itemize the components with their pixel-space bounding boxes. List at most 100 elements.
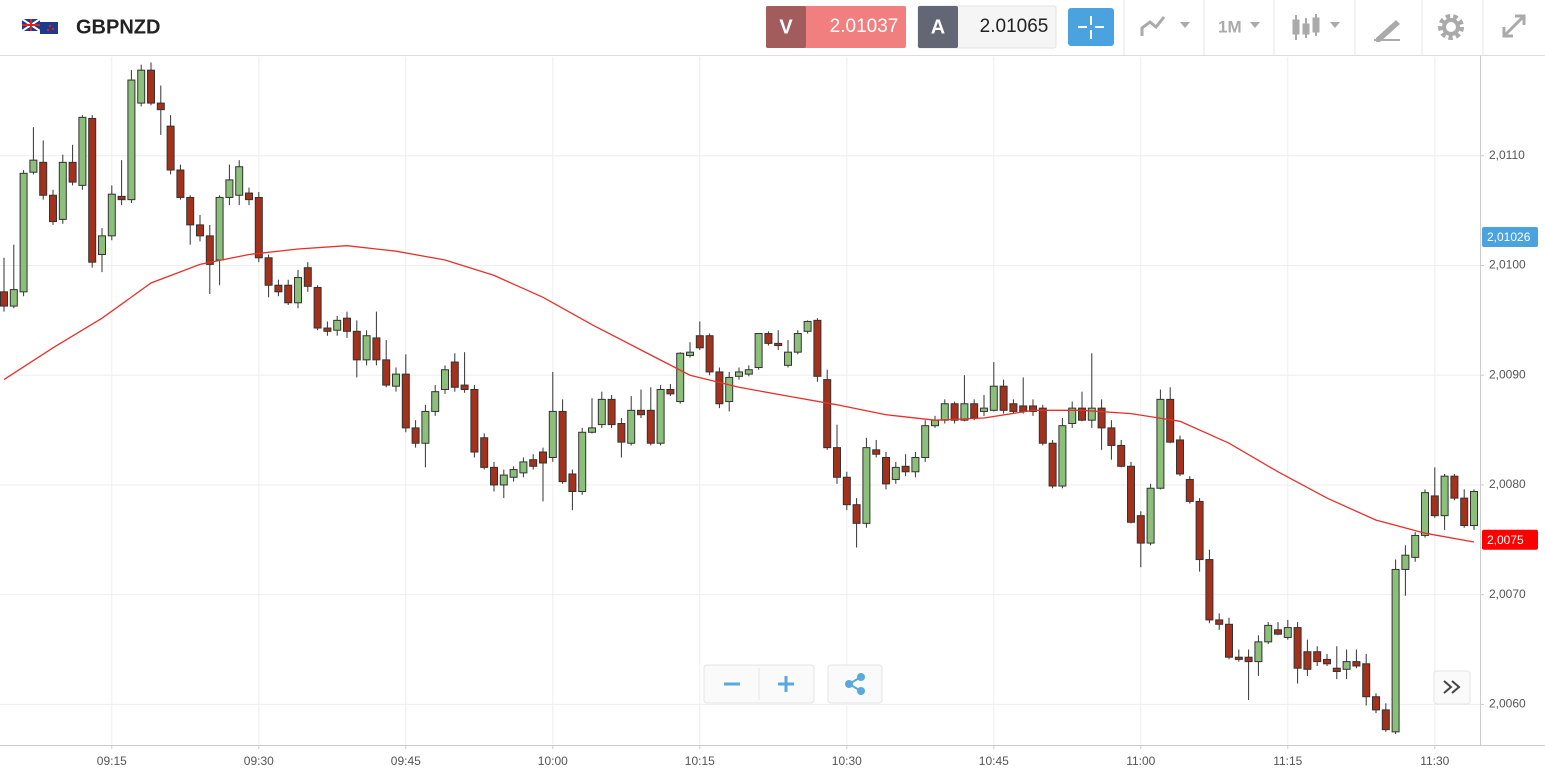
candle-body <box>1107 427 1116 446</box>
candle-body <box>519 461 528 474</box>
candle-body <box>1450 475 1459 499</box>
y-tick-label: 2,0090 <box>1489 367 1526 381</box>
crosshair-button[interactable] <box>1068 8 1114 46</box>
candle-body <box>940 403 949 421</box>
candle-body <box>284 284 293 304</box>
candle-body <box>931 419 939 427</box>
candle-body <box>333 319 342 331</box>
candle-body <box>19 172 28 293</box>
candle-body <box>1185 478 1194 502</box>
candle-body <box>882 457 890 485</box>
zoom-controls <box>703 664 815 704</box>
candle-body <box>1244 656 1253 663</box>
candle-body <box>480 437 489 468</box>
candle-body <box>989 385 998 411</box>
candle-body <box>950 403 959 421</box>
candle-body <box>656 388 665 444</box>
candle-body <box>176 169 185 198</box>
zoom-in[interactable] <box>778 676 794 692</box>
candle-body <box>705 335 714 373</box>
candle-body <box>1097 407 1106 429</box>
candle-body <box>1087 407 1096 421</box>
candle-body <box>107 193 116 237</box>
candle-body <box>68 161 77 183</box>
candle-body <box>833 447 841 478</box>
candle-body <box>1430 495 1439 517</box>
candle-body <box>1342 661 1351 670</box>
candle-body <box>450 361 459 388</box>
candle-body <box>205 235 214 265</box>
candle-body <box>578 431 587 493</box>
candle-body <box>548 410 557 459</box>
sell-button[interactable]: V 2.01037 <box>766 6 906 48</box>
candle-body <box>1391 568 1400 733</box>
y-tick-label: 2,0060 <box>1489 697 1526 711</box>
buy-button[interactable]: A 2.01065 <box>917 5 1057 49</box>
candle-body <box>1058 425 1067 487</box>
candle-body <box>9 289 18 307</box>
candle-body <box>676 352 685 403</box>
candle-body <box>1313 651 1322 663</box>
y-tick-label: 2,0100 <box>1489 258 1526 272</box>
price-marker-label: 2,01026 <box>1487 230 1531 244</box>
candle-body <box>274 284 283 293</box>
candle-body <box>0 291 8 307</box>
candle-body <box>294 277 302 304</box>
candle-body <box>568 473 577 493</box>
candle-body <box>166 125 175 171</box>
candle-body <box>254 196 263 259</box>
candle-body <box>735 371 743 377</box>
candle-body <box>1019 405 1028 412</box>
candle-body <box>392 373 400 387</box>
candle-body <box>715 371 724 405</box>
candle-style-button[interactable] <box>1292 14 1340 40</box>
x-tick-label: 09:15 <box>97 754 127 768</box>
x-tick-label: 10:30 <box>832 754 862 768</box>
toolbar: GBPNZD V 2.01037 A 2.01065 1M <box>0 0 1545 56</box>
x-tick-label: 09:45 <box>391 754 421 768</box>
candle-body <box>421 410 430 444</box>
candle-body <box>1195 500 1204 561</box>
candle-body <box>352 330 361 361</box>
candle-body <box>1225 623 1233 658</box>
x-tick-label: 10:45 <box>979 754 1009 768</box>
candle-body <box>1264 624 1273 643</box>
scroll-end-button[interactable] <box>1433 670 1471 705</box>
price-marker <box>1482 529 1538 550</box>
candle-body <box>245 192 253 201</box>
settings-button[interactable] <box>1438 14 1464 40</box>
fullscreen-button[interactable] <box>1502 14 1526 38</box>
draw-button[interactable] <box>1374 20 1400 42</box>
x-tick-label: 11:00 <box>1126 754 1155 768</box>
candle-body <box>49 194 57 223</box>
share-button[interactable] <box>827 664 883 704</box>
candle-body <box>1254 641 1263 663</box>
candle-body <box>1038 407 1047 444</box>
buy-label: A <box>931 16 945 38</box>
candle-body <box>980 407 988 412</box>
candle-body <box>921 425 930 459</box>
timeframe-button[interactable]: 1M <box>1218 17 1260 36</box>
flag <box>21 18 58 34</box>
candle-body <box>774 342 783 347</box>
candle-body <box>225 179 234 198</box>
candle-body <box>1293 627 1302 669</box>
candle-body <box>686 351 694 356</box>
candle-body <box>1411 534 1420 558</box>
price-marker <box>1482 226 1538 247</box>
x-tick-label: 10:00 <box>538 754 568 768</box>
candle-body <box>303 267 312 287</box>
symbol: GBPNZD <box>76 16 160 38</box>
candle-body <box>529 459 538 467</box>
candle-body <box>372 337 381 361</box>
candle-body <box>666 388 675 395</box>
candle-body <box>215 196 224 261</box>
price-marker-label: 2,0075 <box>1487 533 1524 547</box>
candle-body <box>1068 407 1077 424</box>
candle-body <box>58 161 67 220</box>
chart-type-button[interactable] <box>1140 16 1190 36</box>
candle-body <box>343 317 351 332</box>
candle-body <box>382 359 391 386</box>
